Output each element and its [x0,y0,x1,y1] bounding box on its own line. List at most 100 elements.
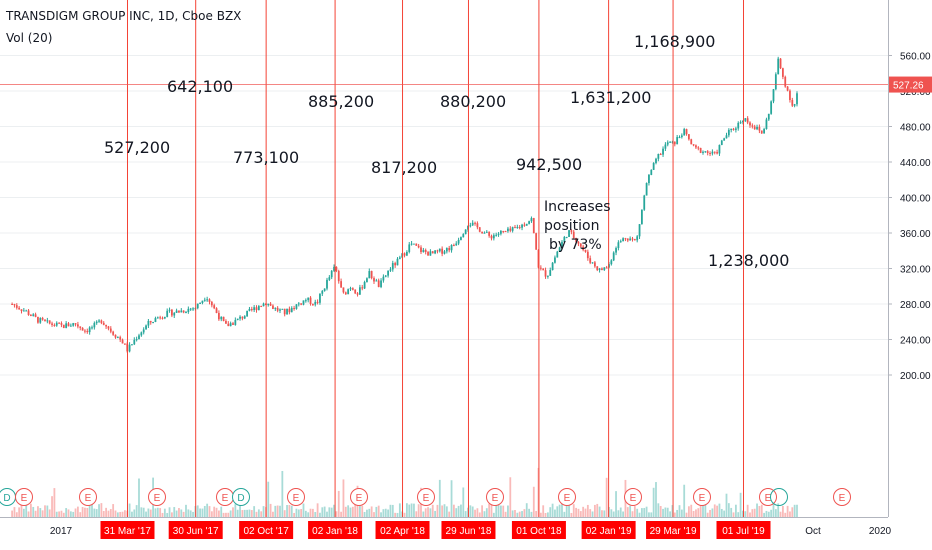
volume-bar [347,505,350,517]
candle-body [598,268,601,270]
candle-body [326,279,328,289]
candle-body [617,242,620,249]
volume-bar [81,506,84,517]
volume-bar [633,506,636,517]
earnings-marker[interactable]: E [693,488,711,506]
candle-body [478,227,481,232]
candle-body [692,144,695,146]
volume-bar [579,511,582,517]
volume-annotation: 1,238,000 [708,251,789,270]
volume-indicator-label[interactable]: Vol (20) [6,31,53,45]
candle-body [225,320,227,324]
earnings-marker[interactable]: E [486,488,504,506]
candle-body [626,238,629,241]
earnings-marker[interactable]: E [350,488,368,506]
quarter-date-tag [100,521,155,539]
volume-bar [156,507,159,517]
volume-bar [690,504,693,517]
quarter-date-label: 02 Apr '18 [380,526,425,537]
dividend-marker[interactable]: D [232,488,250,506]
volume-bar [62,512,65,517]
volume-bar [554,509,556,517]
volume-bar [652,487,655,517]
earnings-marker[interactable]: E [148,488,166,506]
candle-body [375,280,378,282]
volume-bar [725,493,728,517]
candle-body [246,310,248,317]
earnings-marker[interactable]: E [558,488,576,506]
marker-circle [148,488,166,506]
volume-bar [542,505,545,517]
volume-bar [760,504,763,517]
volume-bar [713,504,716,517]
marker-circle [79,488,97,506]
y-tick-label: 240.00 [900,336,931,347]
dividend-marker[interactable]: D [0,488,16,506]
candle-body [565,236,568,238]
volume-bar [187,509,190,517]
candle-body [633,239,636,241]
candle-body [483,232,486,234]
volume-bar [772,503,775,517]
volume-bar [311,508,314,517]
volume-annotation: 880,200 [440,92,506,111]
candle-body [105,324,107,327]
volume-bar [253,506,256,517]
candle-body [586,251,589,259]
quarter-date-label: 29 Mar '19 [650,526,697,537]
candle-body [638,224,641,237]
volume-bar [98,504,100,517]
volume-bar [74,508,77,517]
earnings-marker[interactable]: E [216,488,234,506]
earnings-marker[interactable]: E [15,488,33,506]
volume-bar [525,503,528,517]
candle-body [255,307,258,311]
candle-body [434,250,436,254]
candle-body [438,248,441,252]
volume-annotation: 942,500 [516,155,582,174]
candle-body [631,238,634,240]
earnings-marker[interactable]: E [287,488,305,506]
candle-body [196,303,199,309]
candle-body [514,227,516,229]
candle-body [166,310,169,317]
candle-body [499,230,502,234]
volume-bar [629,505,632,517]
candle-body [107,326,110,329]
earnings-marker[interactable]: E [79,488,97,506]
volume-bar [22,508,25,517]
candle-body [779,58,782,69]
volume-bar [422,511,425,517]
candle-body [542,268,545,271]
volume-bar [796,504,798,517]
candle-body [429,251,432,256]
candle-body [511,227,514,231]
volume-bar [72,511,75,517]
candle-body [448,247,451,251]
volume-bar [598,506,601,517]
candle-body [363,282,366,289]
candle-body [201,300,204,303]
volume-bar [593,504,596,517]
volume-bar [232,507,234,517]
candle-body [34,314,37,317]
volume-bar [210,511,213,517]
candle-body [286,308,288,315]
volume-bar [133,509,136,517]
earnings-marker[interactable]: E [759,488,777,506]
candle-body [27,310,30,315]
earnings-marker[interactable]: E [624,488,642,506]
volume-bar [417,504,420,517]
earnings-marker[interactable]: E [833,488,851,506]
candle-body [13,304,16,306]
earnings-marker[interactable]: E [417,488,435,506]
candle-body [206,299,209,301]
volume-bar [561,503,563,517]
y-tick-label: 400.00 [900,194,931,205]
candle-body [464,229,467,235]
candle-body [93,323,96,328]
quarter-date-tag [716,521,771,539]
volume-bar [185,504,187,517]
candle-body [86,330,89,333]
